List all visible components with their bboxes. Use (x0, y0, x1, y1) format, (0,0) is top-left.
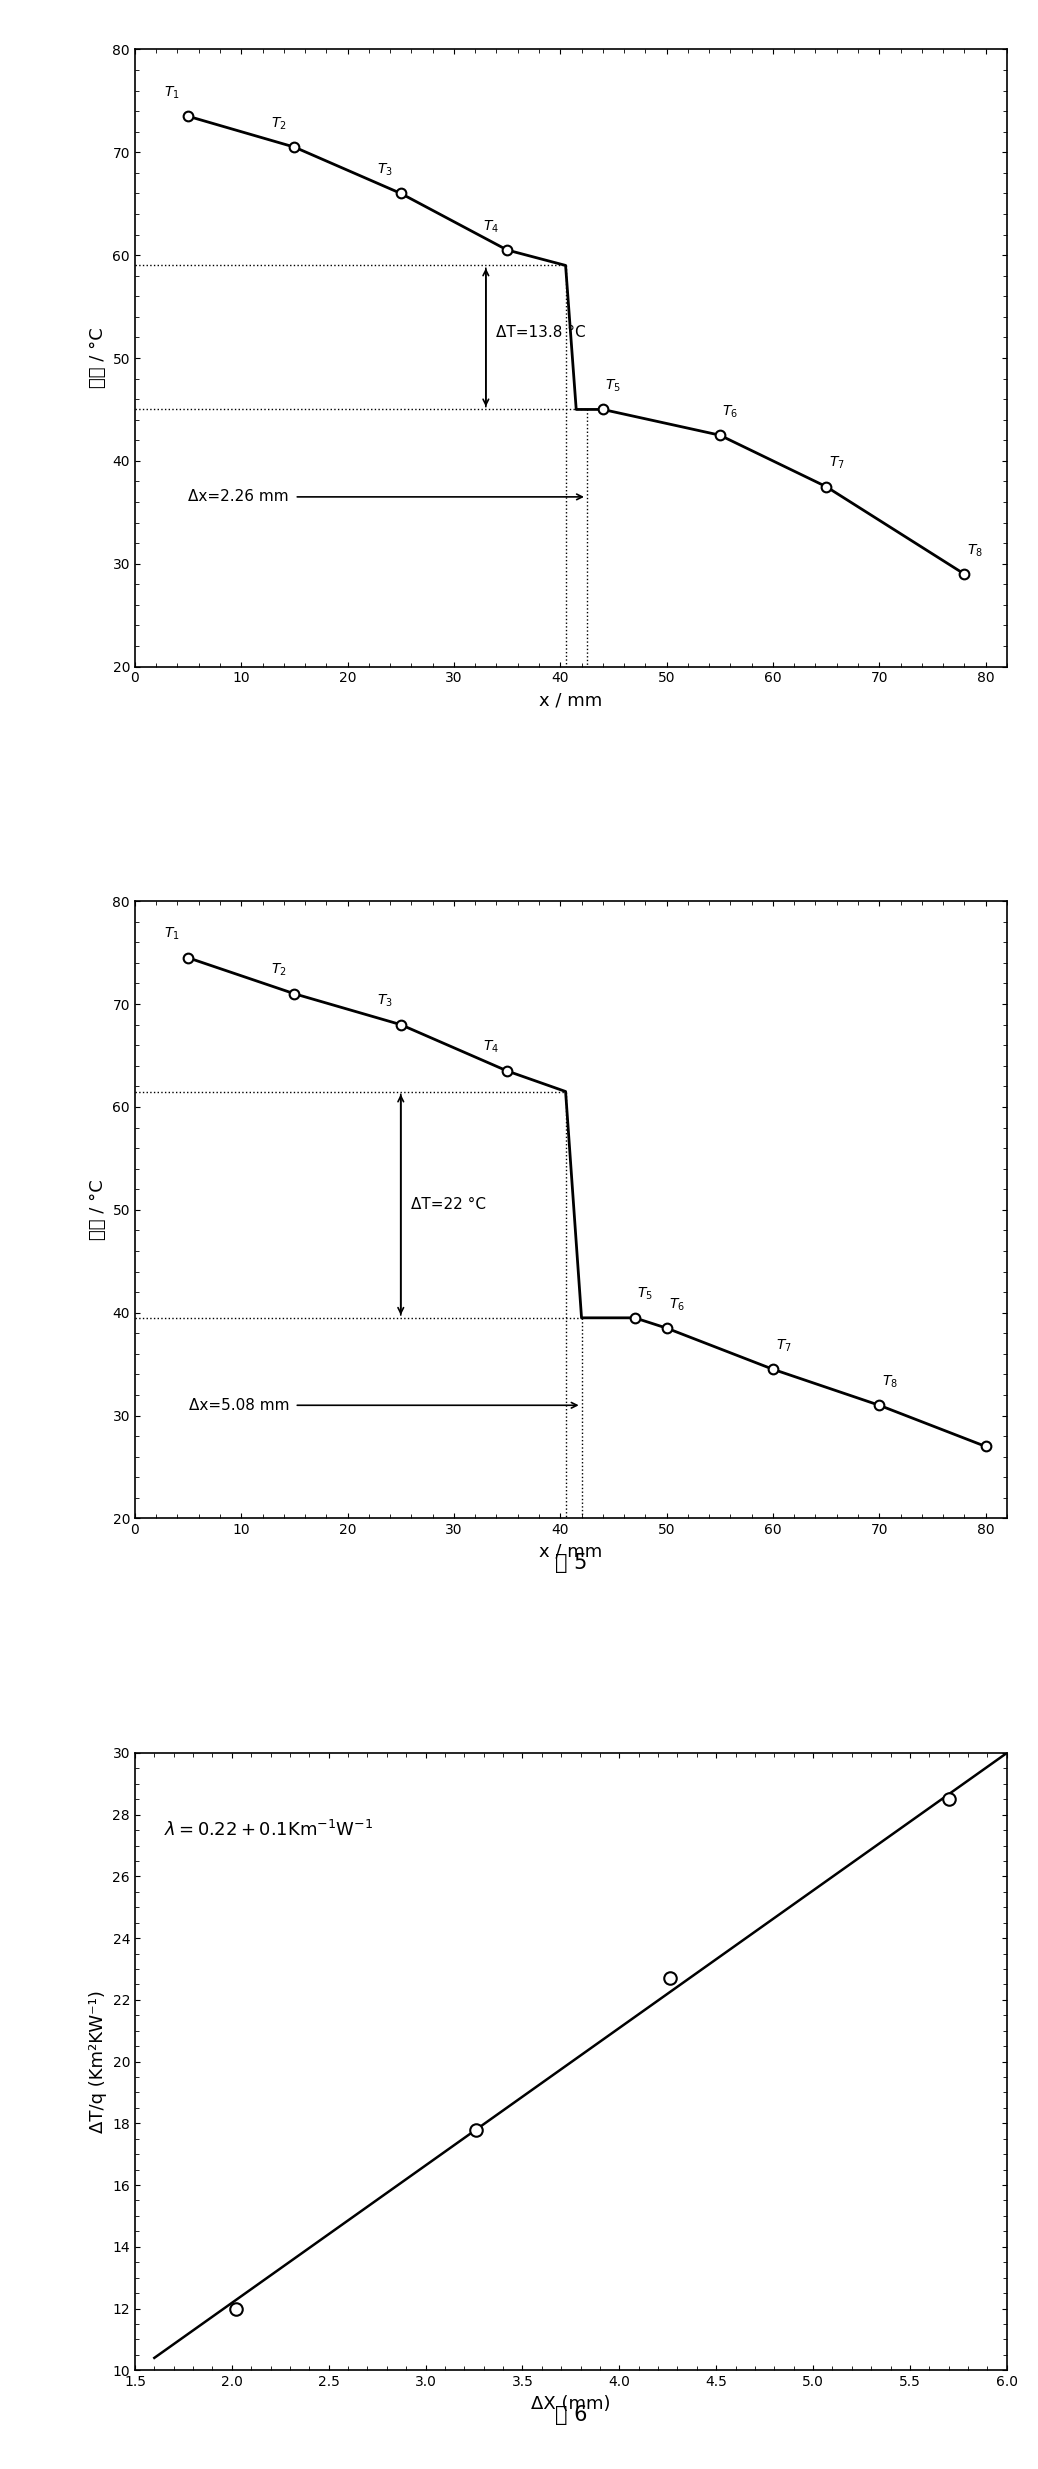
Y-axis label: ΔT/q (Km²KW⁻¹): ΔT/q (Km²KW⁻¹) (89, 1990, 107, 2133)
Text: ΔT=13.8 °C: ΔT=13.8 °C (496, 326, 586, 341)
X-axis label: x / mm: x / mm (540, 691, 602, 709)
X-axis label: ΔX (mm): ΔX (mm) (531, 2395, 610, 2412)
Text: $T_{4}$: $T_{4}$ (483, 217, 499, 235)
Text: $T_{7}$: $T_{7}$ (828, 454, 845, 472)
Text: 图 5: 图 5 (554, 1553, 588, 1573)
X-axis label: x / mm: x / mm (540, 1543, 602, 1560)
Text: $T_{3}$: $T_{3}$ (377, 993, 392, 1010)
Y-axis label: 温度 / °C: 温度 / °C (89, 328, 107, 388)
Y-axis label: 温度 / °C: 温度 / °C (89, 1180, 107, 1239)
Text: $T_{7}$: $T_{7}$ (775, 1338, 792, 1353)
Text: $T_{6}$: $T_{6}$ (722, 402, 738, 420)
Text: Δx=2.26 mm: Δx=2.26 mm (189, 489, 290, 504)
Text: $T_{1}$: $T_{1}$ (164, 926, 180, 943)
Text: $T_{5}$: $T_{5}$ (605, 378, 622, 395)
Text: 图 6: 图 6 (554, 2405, 588, 2425)
Text: ΔT=22 °C: ΔT=22 °C (411, 1197, 487, 1212)
Text: $T_{2}$: $T_{2}$ (271, 963, 286, 978)
Text: $T_{4}$: $T_{4}$ (483, 1039, 499, 1057)
Text: $T_{2}$: $T_{2}$ (271, 116, 286, 131)
Text: Δx=5.08 mm: Δx=5.08 mm (189, 1397, 290, 1412)
Text: $T_{8}$: $T_{8}$ (882, 1373, 898, 1390)
Text: $T_{8}$: $T_{8}$ (967, 543, 983, 558)
Text: $\lambda=0.22+0.1\mathrm{Km}^{-1}\mathrm{W}^{-1}$: $\lambda=0.22+0.1\mathrm{Km}^{-1}\mathrm… (164, 1820, 374, 1839)
Text: $T_{1}$: $T_{1}$ (164, 84, 180, 101)
Text: $T_{6}$: $T_{6}$ (670, 1296, 685, 1314)
Text: $T_{5}$: $T_{5}$ (637, 1286, 653, 1304)
Text: $T_{3}$: $T_{3}$ (377, 160, 392, 178)
